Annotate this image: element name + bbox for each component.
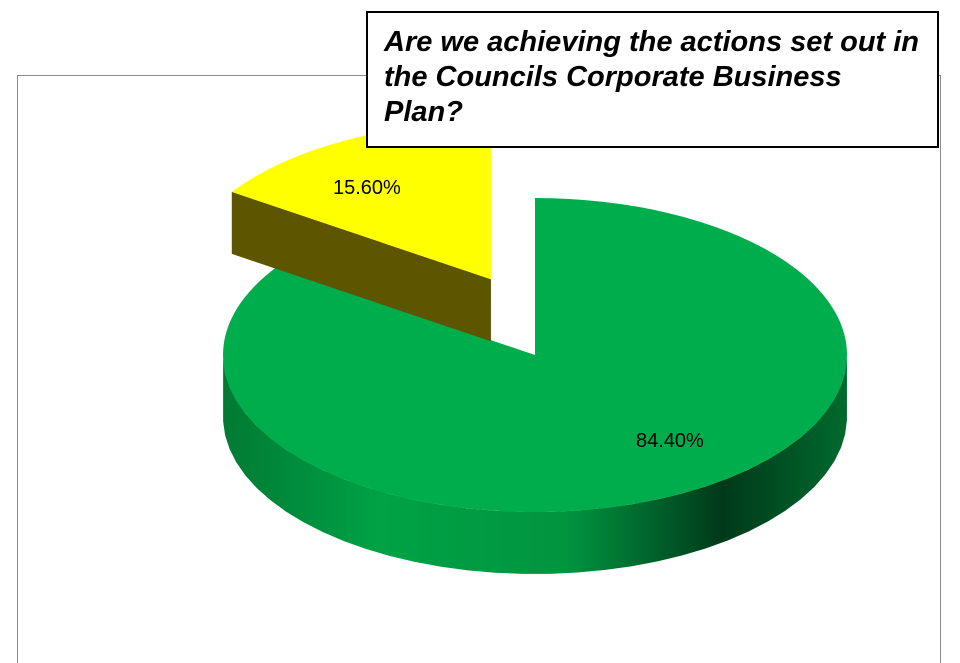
pie-slice-1 bbox=[231, 122, 491, 342]
slice-cut-face-1-0 bbox=[231, 191, 491, 342]
data-label-15: 15.60% bbox=[333, 177, 401, 199]
slice-top-0 bbox=[222, 198, 848, 512]
data-label-84: 84.40% bbox=[636, 430, 704, 452]
chart-title: Are we achieving the actions set out in … bbox=[384, 26, 920, 128]
slice-top-1 bbox=[231, 122, 491, 280]
slice-side-0 bbox=[223, 358, 847, 574]
chart-title-box: Are we achieving the actions set out in … bbox=[366, 11, 939, 148]
pie-slice-0 bbox=[222, 198, 848, 574]
